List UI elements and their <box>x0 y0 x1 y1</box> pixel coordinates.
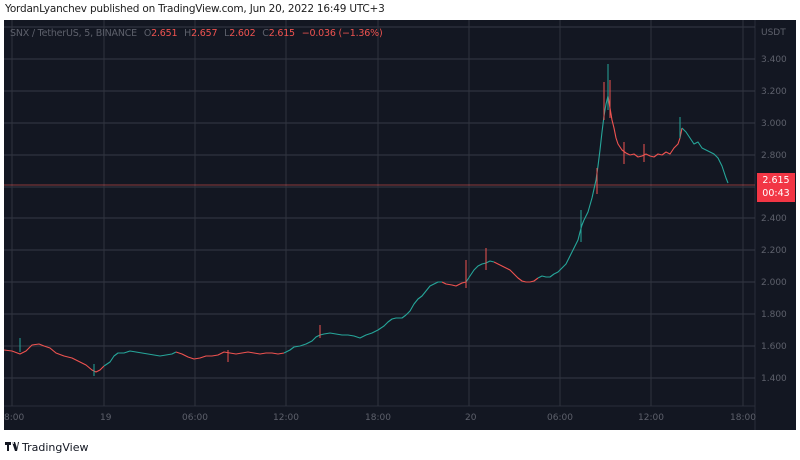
vertical-gridlines <box>11 20 744 406</box>
price-axis-ticks: USDT 3.400 3.200 3.000 2.800 2.400 2.200… <box>761 28 787 384</box>
svg-text:8:00: 8:00 <box>4 413 24 423</box>
change-value: −0.036 (−1.36%) <box>301 28 383 39</box>
svg-text:3.000: 3.000 <box>761 119 787 129</box>
candlestick-series <box>4 95 729 373</box>
svg-text:3.200: 3.200 <box>761 87 787 97</box>
tradingview-logo-icon <box>5 441 19 454</box>
current-price: 2.615 <box>762 175 790 186</box>
svg-text:12:00: 12:00 <box>273 413 299 423</box>
chart-panel[interactable]: USDT 3.400 3.200 3.000 2.800 2.400 2.200… <box>4 20 796 430</box>
svg-text:1.600: 1.600 <box>761 342 787 352</box>
svg-text:20: 20 <box>465 413 477 423</box>
candle-wicks <box>19 64 681 376</box>
bar-countdown: 00:43 <box>762 188 790 199</box>
svg-text:18:00: 18:00 <box>730 413 756 423</box>
svg-text:2.200: 2.200 <box>761 246 787 256</box>
price-chart[interactable]: USDT 3.400 3.200 3.000 2.800 2.400 2.200… <box>4 20 796 430</box>
tradingview-logo-text: TradingView <box>22 441 89 454</box>
current-price-badge: 2.615 00:43 <box>757 173 795 202</box>
time-axis-ticks: 8:00 19 06:00 12:00 18:00 20 06:00 12:00… <box>4 413 756 423</box>
symbol-label[interactable]: SNX / TetherUS, 5, BINANCE <box>10 28 137 39</box>
svg-text:1.800: 1.800 <box>761 310 787 320</box>
publish-line: YordanLyanchev published on TradingView.… <box>5 3 385 15</box>
low-value: 2.602 <box>229 28 256 39</box>
price-axis-unit: USDT <box>761 28 786 38</box>
svg-text:2.800: 2.800 <box>761 151 787 161</box>
svg-text:06:00: 06:00 <box>182 413 208 423</box>
svg-text:2.400: 2.400 <box>761 214 787 224</box>
svg-text:18:00: 18:00 <box>365 413 391 423</box>
horizontal-gridlines <box>4 26 755 379</box>
high-value: 2.657 <box>191 28 218 39</box>
open-value: 2.651 <box>151 28 178 39</box>
svg-text:3.400: 3.400 <box>761 55 787 65</box>
svg-text:12:00: 12:00 <box>638 413 664 423</box>
close-value: 2.615 <box>268 28 295 39</box>
svg-text:1.400: 1.400 <box>761 374 787 384</box>
ohlc-legend: SNX / TetherUS, 5, BINANCE O2.651 H2.657… <box>10 28 383 39</box>
tradingview-logo[interactable]: TradingView <box>5 441 88 454</box>
svg-text:19: 19 <box>100 413 112 423</box>
svg-text:2.000: 2.000 <box>761 278 787 288</box>
svg-text:06:00: 06:00 <box>547 413 573 423</box>
